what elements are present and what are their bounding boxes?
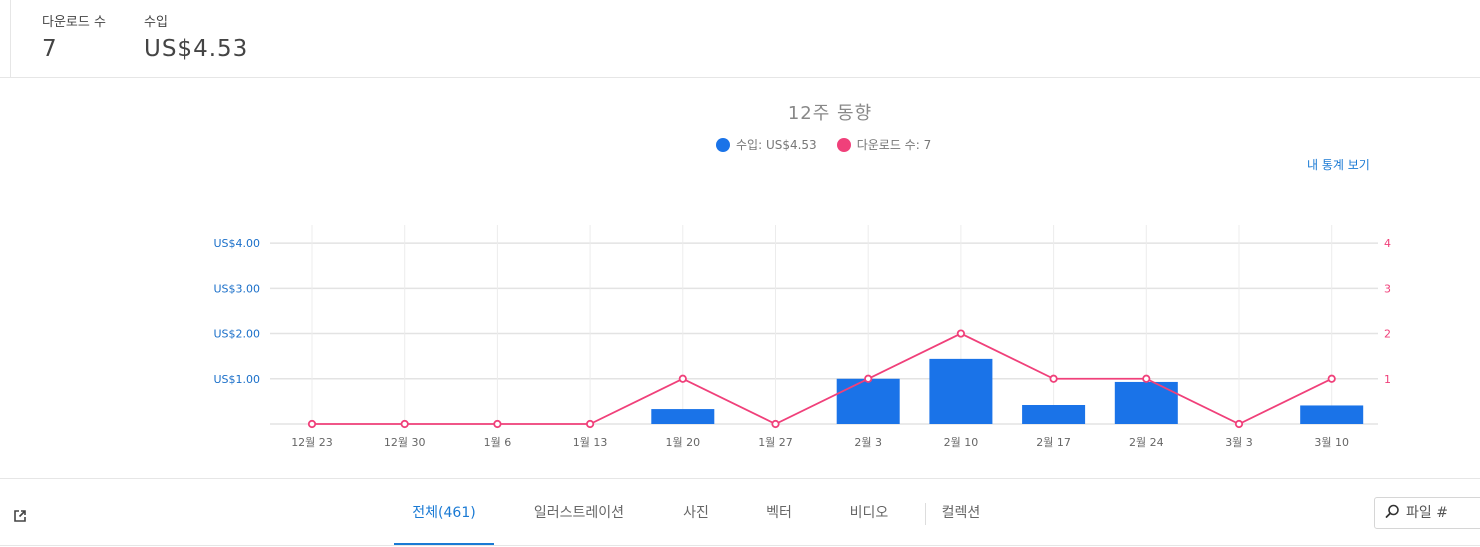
downloads-point [956,329,966,338]
earnings-bar [1114,381,1178,424]
y-left-tick-label: US$3.00 [213,282,260,295]
earnings-bar [1022,405,1086,424]
legend-earnings-label: 수입: US$4.53 [736,138,817,152]
downloads-point [1049,374,1058,383]
legend-item-earnings[interactable]: 수입: US$4.53 [716,136,817,153]
tab-videos[interactable]: 비디오 [849,505,889,521]
tab-vectors[interactable]: 벡터 [766,505,792,521]
x-tick-label: 1월 6 [484,436,512,449]
earnings-stat: 수입 US$4.53 [144,11,248,62]
legend-item-downloads[interactable]: 다운로드 수: 7 [836,136,932,153]
x-tick-label: 2월 10 [944,436,979,449]
chart-title: 12주 동향 [787,103,873,124]
tab-collections[interactable]: 컬렉션 [941,505,981,521]
x-tick-label: 1월 27 [758,436,793,449]
earnings-dot-icon [716,137,730,152]
tab-divider [925,503,926,525]
summary-bar: 다운로드 수 7 수입 US$4.53 [0,0,1480,78]
tab-photos[interactable]: 사진 [683,505,709,521]
downloads-point [493,419,502,429]
y-right-tick-label: 3 [1384,282,1391,295]
tab-illustrations[interactable]: 일러스트레이션 [533,505,625,521]
earnings-label: 수입 [144,15,168,30]
earnings-bar [1300,405,1364,424]
y-right-tick-label: 2 [1384,328,1391,341]
downloads-dot-icon [836,137,851,152]
trend-chart: US$1.00 US$2.00 US$3.00 US$4.00 1 2 3 4 12월 23 12… [213,225,1391,449]
view-my-stats-link[interactable]: 내 통계 보기 [1307,158,1370,172]
earnings-bar [929,358,993,424]
earnings-bar [836,378,900,424]
x-tick-label: 1월 20 [665,436,700,449]
x-tick-label: 2월 17 [1036,436,1071,449]
x-tick-label: 12월 23 [291,436,333,449]
downloads-point [307,419,317,429]
y-right-tick-label: 1 [1384,373,1391,386]
downloads-point [1234,419,1244,429]
downloads-label: 다운로드 수 [42,15,106,30]
downloads-point [585,419,595,429]
x-tick-label: 2월 3 [854,436,882,449]
external-link-icon[interactable] [13,508,27,527]
downloads-value: 7 [42,36,58,62]
x-tick-label: 1월 13 [573,436,608,449]
search-icon [1385,504,1400,523]
file-search-input[interactable] [1404,504,1478,522]
file-search-box[interactable] [1374,497,1480,529]
x-tick-label: 2월 24 [1129,436,1164,449]
x-tick-label: 3월 3 [1225,436,1253,449]
legend-downloads-label: 다운로드 수: 7 [856,138,932,152]
x-tick-label: 12월 30 [384,436,426,449]
downloads-stat: 다운로드 수 7 [42,11,106,62]
x-tick-label: 3월 10 [1314,436,1349,449]
y-right-tick-label: 4 [1384,237,1391,250]
y-left-tick-label: US$2.00 [213,328,260,341]
earnings-value: US$4.53 [144,36,249,62]
downloads-point [864,374,873,383]
downloads-point [678,374,687,383]
downloads-line [312,332,1333,426]
y-left-tick-label: US$4.00 [213,237,260,250]
tab-all[interactable]: 전체(461) [394,479,494,545]
downloads-point [1327,374,1336,383]
downloads-point [400,419,409,429]
downloads-point [771,419,780,429]
chart-legend: 수입: US$4.53 다운로드 수: 7 [716,136,951,153]
content-tab-bar: 전체(461) 일러스트레이션 사진 벡터 비디오 컬렉션 [0,478,1480,546]
divider [10,0,11,77]
downloads-point [1142,374,1151,383]
y-left-tick-label: US$1.00 [213,373,260,386]
earnings-bar [651,409,715,424]
